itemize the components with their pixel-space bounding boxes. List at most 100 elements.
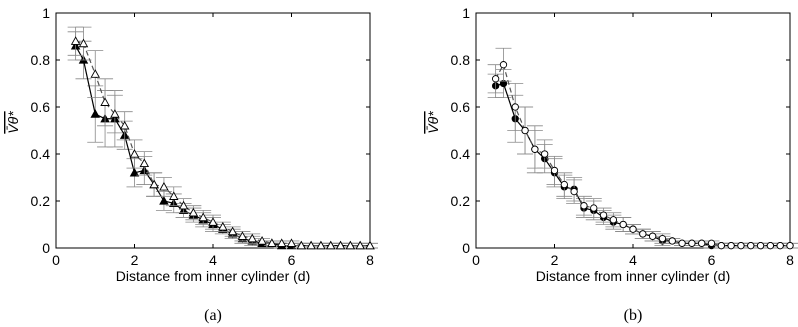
data-point — [609, 216, 618, 224]
axes-frame — [55, 12, 371, 249]
data-point — [119, 120, 130, 130]
data-point — [316, 240, 326, 250]
data-point — [550, 166, 559, 175]
data-point — [786, 241, 794, 250]
x-tick-label: 2 — [131, 252, 139, 268]
data-point — [570, 187, 578, 196]
data-point — [159, 181, 169, 191]
panel-caption: (b) — [624, 307, 643, 324]
y-tick-label: 0 — [462, 240, 470, 256]
y-tick-label: 0.6 — [451, 99, 471, 115]
x-tick-label: 0 — [52, 252, 60, 268]
data-point — [560, 180, 568, 189]
series-1 — [67, 26, 378, 250]
data-point — [296, 240, 307, 250]
y-tick-label: 0.4 — [451, 146, 471, 162]
data-point — [521, 126, 529, 135]
data-point — [698, 239, 706, 247]
y-tick-label: 0.6 — [31, 99, 51, 115]
data-point — [90, 109, 101, 118]
data-point — [776, 241, 784, 250]
series-line — [495, 82, 790, 247]
data-point — [139, 158, 150, 168]
data-point — [168, 191, 179, 200]
panel-caption: (a) — [204, 307, 222, 324]
data-point — [355, 240, 365, 250]
series-line — [495, 63, 790, 247]
data-point — [599, 211, 608, 219]
data-point — [325, 240, 336, 250]
x-tick-label: 4 — [209, 252, 217, 268]
x-axis-label: Distance from inner cylinder (d) — [116, 268, 311, 284]
data-point — [590, 204, 598, 212]
data-point — [531, 145, 539, 153]
data-point — [257, 236, 267, 245]
data-point — [541, 150, 549, 158]
y-tick-label: 0.4 — [31, 146, 51, 162]
y-tick-label: 0 — [42, 240, 50, 256]
x-tick-label: 0 — [472, 252, 480, 268]
x-tick-label: 4 — [629, 252, 637, 268]
data-point — [286, 238, 297, 247]
data-point — [766, 241, 775, 250]
y-tick-label: 0.2 — [31, 193, 51, 209]
series-line — [75, 45, 370, 247]
data-point — [727, 241, 735, 250]
x-tick-label: 6 — [708, 252, 716, 268]
data-point — [707, 239, 716, 247]
series-1 — [487, 47, 798, 250]
data-point — [90, 69, 101, 78]
data-point — [178, 200, 189, 210]
data-point — [78, 38, 89, 48]
x-tick-label: 6 — [288, 252, 296, 268]
data-point — [100, 97, 110, 106]
data-point — [198, 212, 208, 222]
series-0 — [67, 31, 378, 250]
data-point — [580, 202, 588, 210]
data-point — [247, 233, 258, 243]
data-point — [149, 179, 159, 189]
y-tick-label: 0.2 — [451, 193, 471, 209]
data-point — [276, 238, 287, 247]
x-tick-label: 8 — [366, 252, 374, 268]
y-axis-label: V̄θ* — [425, 111, 441, 134]
y-tick-label: 1 — [42, 5, 50, 21]
data-point — [188, 207, 199, 217]
y-axis-label: V̄θ* — [5, 111, 21, 134]
data-point — [365, 240, 375, 250]
y-tick-label: 0.8 — [31, 52, 51, 68]
data-point — [629, 225, 637, 233]
data-point — [335, 240, 346, 250]
x-tick-label: 2 — [551, 252, 559, 268]
data-point — [499, 61, 508, 69]
data-point — [208, 217, 218, 226]
data-point — [227, 226, 238, 236]
data-point — [747, 241, 755, 250]
data-point — [491, 75, 500, 83]
data-point — [267, 238, 277, 247]
data-point — [159, 196, 169, 205]
data-point — [129, 167, 140, 177]
x-tick-label: 8 — [786, 252, 794, 268]
data-point — [237, 231, 248, 240]
data-point — [737, 241, 745, 250]
data-point — [129, 149, 140, 158]
y-tick-label: 0.8 — [451, 52, 471, 68]
panel-b: 0 2 4 6 8 0 0.2 0.4 0.6 0.8 1 Distance from inner c… — [425, 5, 798, 324]
data-point — [110, 109, 120, 118]
data-point — [648, 232, 657, 240]
data-point — [678, 239, 686, 247]
data-point — [218, 221, 228, 231]
data-point — [668, 237, 676, 245]
data-point — [511, 103, 519, 111]
x-axis-label: Distance from inner cylinder (d) — [536, 268, 731, 284]
data-point — [306, 240, 316, 250]
data-point — [658, 234, 667, 243]
data-point — [345, 240, 356, 250]
data-point — [70, 36, 81, 45]
panel-a: 0 2 4 6 8 0 0.2 0.4 0.6 0.8 1 Distance from inner c… — [5, 5, 378, 324]
series-line — [75, 40, 370, 247]
data-point — [756, 241, 765, 250]
data-point — [639, 230, 647, 238]
y-tick-label: 1 — [462, 5, 470, 21]
